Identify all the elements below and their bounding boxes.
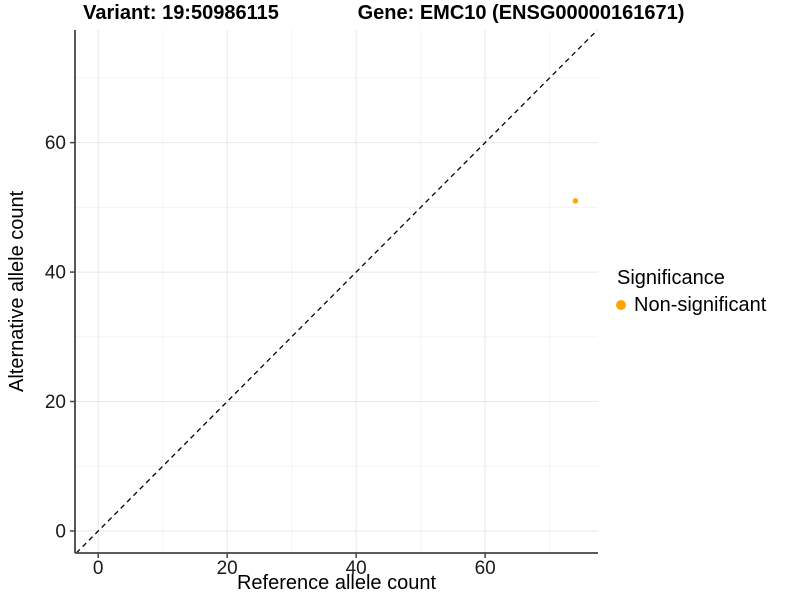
legend-entry-label: Non-significant: [634, 293, 767, 316]
plot-title-gene: Gene: EMC10 (ENSG00000161671): [357, 2, 685, 24]
y-tick-label: 60: [45, 133, 66, 154]
data-point: [572, 198, 579, 204]
plot-title-variant: Variant: 19:50986115: [83, 2, 279, 24]
y-tick-label: 20: [45, 392, 66, 413]
legend-title: Significance: [617, 267, 725, 289]
y-tick-label: 0: [55, 521, 66, 542]
legend: Significance Non-significant: [612, 266, 766, 316]
y-tick-label: 40: [45, 263, 66, 284]
x-tick-label: 60: [475, 558, 496, 579]
x-tick-label: 0: [93, 558, 104, 579]
legend-key-dot: [616, 300, 626, 310]
x-tick-label: 20: [217, 558, 238, 579]
x-axis-title: Reference allele count: [236, 572, 436, 594]
x-tick-label: 40: [346, 558, 367, 579]
legend-entry-non-significant: Non-significant: [612, 294, 766, 316]
identity-dashed-line: [75, 29, 598, 554]
y-axis-title: Alternative allele count: [6, 190, 28, 393]
